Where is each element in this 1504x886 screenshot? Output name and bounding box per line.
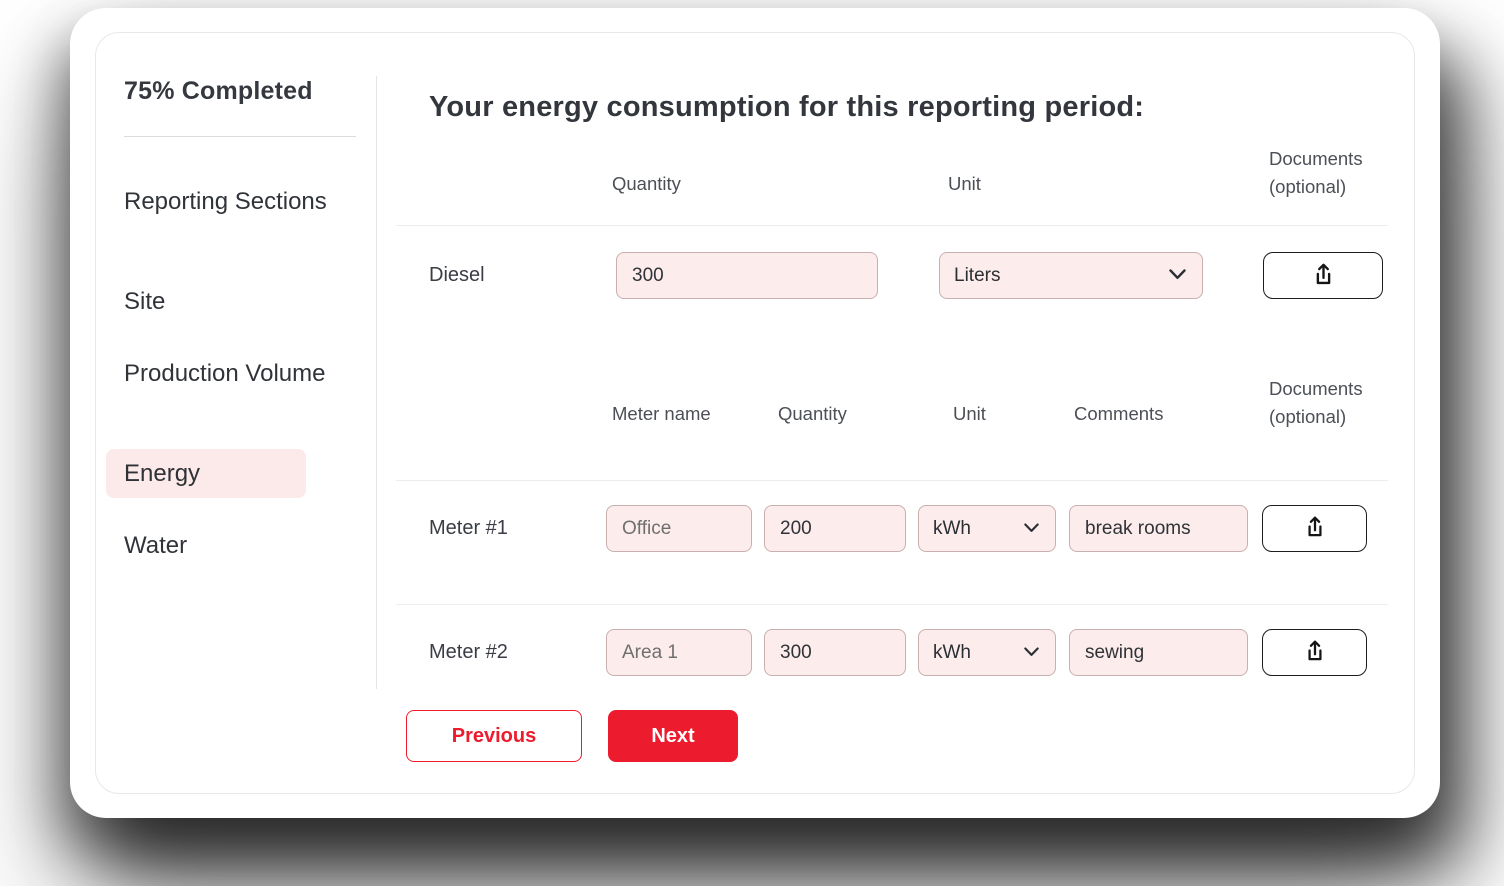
meter-row-label: Meter #1 [429, 517, 508, 539]
sidebar-item-energy-active[interactable]: Energy [106, 449, 306, 498]
diesel-unit-value: Liters [954, 264, 1001, 286]
wizard-card: 75% Completed Reporting Sections Site Pr… [70, 8, 1440, 818]
meter-header-meter-name: Meter name [612, 403, 711, 424]
meter-row-1: Meter #1 kWh [396, 505, 1388, 552]
meter1-unit-select[interactable]: kWh [918, 505, 1056, 552]
meter-row-2: Meter #2 kWh [396, 629, 1388, 676]
fuel-table-divider [396, 225, 1388, 226]
meter1-quantity-input[interactable] [764, 505, 906, 552]
fuel-header-unit: Unit [948, 173, 981, 194]
meter1-upload-documents-button[interactable] [1262, 505, 1367, 552]
fuel-header-documents-line1: Documents [1269, 148, 1363, 169]
diesel-quantity-input[interactable] [616, 252, 878, 299]
meter-table-divider-1 [396, 480, 1388, 481]
upload-icon [1302, 514, 1328, 543]
fuel-row-label: Diesel [429, 264, 485, 286]
fuel-header-quantity: Quantity [612, 173, 681, 194]
meter2-unit-value: kWh [933, 641, 971, 663]
meter-header-documents: Documents (optional) [1269, 375, 1363, 431]
wizard-panel: 75% Completed Reporting Sections Site Pr… [95, 32, 1415, 794]
chevron-down-icon [1024, 520, 1039, 538]
sidebar-item-reporting-sections[interactable]: Reporting Sections [124, 188, 327, 215]
diesel-upload-documents-button[interactable] [1263, 252, 1383, 299]
meter1-unit-value: kWh [933, 517, 971, 539]
meter2-comments-input[interactable] [1069, 629, 1248, 676]
sidebar-item-energy-label: Energy [124, 459, 201, 487]
progress-label: 75% Completed [124, 77, 313, 105]
upload-icon [1302, 638, 1328, 667]
sidebar-vertical-divider [376, 76, 377, 689]
sidebar-item-production-volume[interactable]: Production Volume [124, 360, 326, 387]
meter2-quantity-input[interactable] [764, 629, 906, 676]
wizard-actions: Previous Next [396, 710, 1388, 762]
energy-form: Your energy consumption for this reporti… [396, 33, 1410, 795]
fuel-row-diesel: Diesel Liters [396, 252, 1388, 299]
page-title: Your energy consumption for this reporti… [429, 91, 1145, 123]
sidebar-item-site[interactable]: Site [124, 288, 166, 315]
meter2-upload-documents-button[interactable] [1262, 629, 1367, 676]
meter-table-divider-2 [396, 604, 1388, 605]
fuel-header-documents: Documents (optional) [1269, 145, 1363, 201]
upload-icon [1310, 261, 1337, 291]
meter-header-documents-line1: Documents [1269, 378, 1363, 399]
meter-header-unit: Unit [953, 403, 986, 424]
meter-header-comments: Comments [1074, 403, 1164, 424]
chevron-down-icon [1169, 267, 1186, 285]
meter1-name-input[interactable] [606, 505, 752, 552]
next-button[interactable]: Next [608, 710, 738, 762]
previous-button[interactable]: Previous [406, 710, 582, 762]
fuel-header-documents-line2: (optional) [1269, 176, 1347, 197]
chevron-down-icon [1024, 644, 1039, 662]
meter1-comments-input[interactable] [1069, 505, 1248, 552]
meter-header-quantity: Quantity [778, 403, 847, 424]
meter2-name-input[interactable] [606, 629, 752, 676]
meter2-unit-select[interactable]: kWh [918, 629, 1056, 676]
meter-row-label: Meter #2 [429, 641, 508, 663]
diesel-unit-select[interactable]: Liters [939, 252, 1203, 299]
sidebar-heading-divider [124, 136, 356, 137]
meter-header-documents-line2: (optional) [1269, 406, 1347, 427]
sidebar-item-water[interactable]: Water [124, 532, 188, 559]
